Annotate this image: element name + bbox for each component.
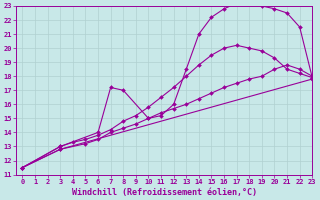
X-axis label: Windchill (Refroidissement éolien,°C): Windchill (Refroidissement éolien,°C) [72,188,257,197]
